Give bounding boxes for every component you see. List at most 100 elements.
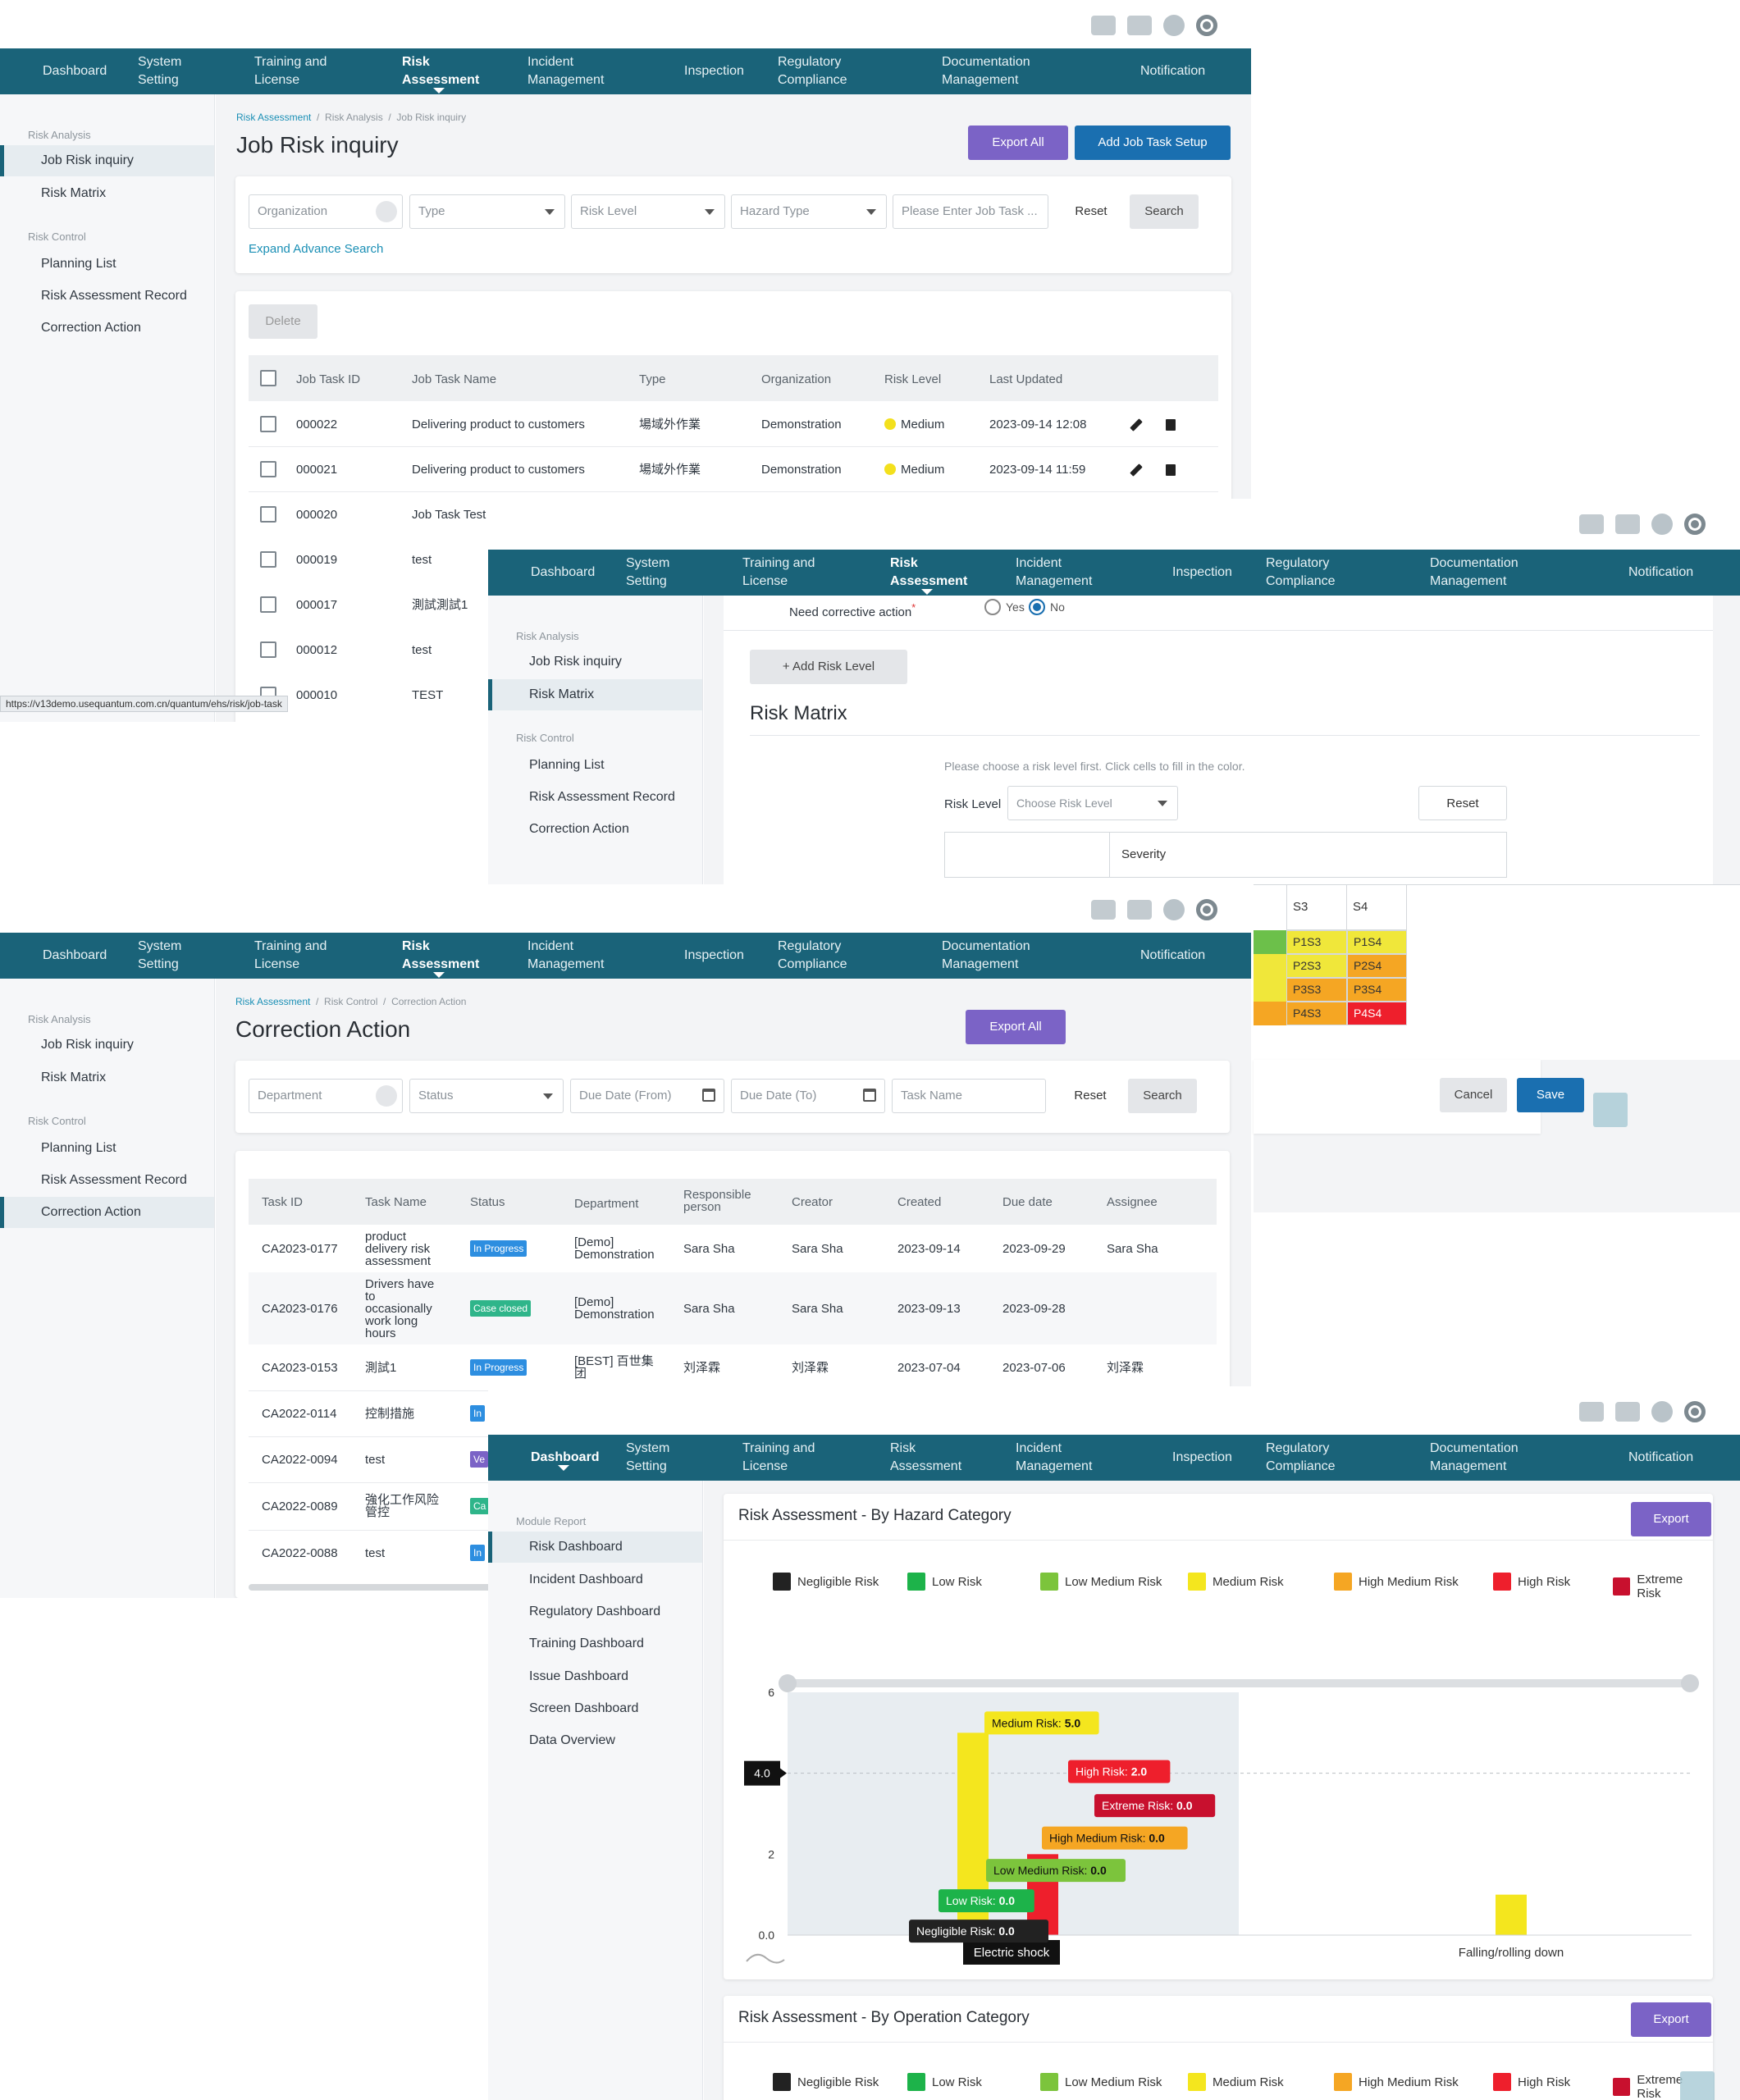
legend-item[interactable]: Medium Risk — [1188, 1573, 1284, 1591]
matrix-cell[interactable]: P4S4 — [1347, 1002, 1407, 1025]
legend-item[interactable]: Low Risk — [907, 1573, 982, 1591]
nav-risk-assessment[interactable]: Risk Assessment — [402, 53, 479, 94]
mail-icon[interactable] — [1127, 16, 1152, 35]
risk-level-select[interactable]: Risk Level — [571, 194, 725, 229]
table-row[interactable]: 000022 Delivering product to customers 場… — [249, 401, 1218, 446]
sidebar-item-job-risk[interactable]: Job Risk inquiry — [0, 145, 214, 176]
export-all-button[interactable]: Export All — [966, 1010, 1066, 1044]
message-icon[interactable] — [1579, 1402, 1604, 1422]
matrix-reset-button[interactable]: Reset — [1418, 786, 1507, 820]
legend-item[interactable]: High Risk — [1493, 2073, 1570, 2091]
scroll-top-button[interactable] — [1593, 1093, 1628, 1127]
job-task-input[interactable]: Please Enter Job Task ... — [893, 194, 1048, 229]
risk-level-select[interactable]: Choose Risk Level — [1007, 786, 1178, 820]
row-checkbox[interactable] — [260, 461, 276, 477]
user-avatar-icon[interactable] — [1684, 514, 1706, 535]
scroll-top-button[interactable] — [1680, 2071, 1715, 2100]
sidebar-item-risk-matrix[interactable]: Risk Matrix — [488, 679, 702, 710]
matrix-cell[interactable]: P1S3 — [1286, 930, 1347, 954]
legend-item[interactable]: High Medium Risk — [1334, 2073, 1459, 2091]
nav-system-setting[interactable]: System Setting — [626, 556, 670, 588]
cancel-button[interactable]: Cancel — [1440, 1078, 1507, 1112]
nav-incident[interactable]: Incident Management — [1016, 556, 1093, 588]
nav-system-setting[interactable]: System Setting — [138, 939, 182, 971]
org-tree-icon[interactable] — [376, 201, 397, 222]
breadcrumb-1[interactable]: Risk Assessment — [235, 996, 311, 1007]
sidebar-item-record[interactable]: Risk Assessment Record — [529, 790, 675, 804]
nav-documentation[interactable]: Documentation Management — [1430, 556, 1519, 588]
sidebar-item-data-overview[interactable]: Data Overview — [529, 1733, 615, 1747]
nav-dashboard[interactable]: Dashboard — [43, 64, 107, 78]
export-all-button[interactable]: Export All — [968, 126, 1068, 160]
table-row[interactable]: 000012 test — [249, 627, 1218, 672]
sidebar-item-risk-matrix[interactable]: Risk Matrix — [41, 1071, 107, 1084]
department-input[interactable]: Department — [249, 1079, 403, 1113]
nav-inspection[interactable]: Inspection — [684, 948, 744, 962]
matrix-cell[interactable] — [1254, 978, 1286, 1002]
legend-item[interactable]: Low Medium Risk — [1040, 1573, 1162, 1591]
nav-system-setting[interactable]: System Setting — [626, 1441, 670, 1473]
matrix-cell[interactable] — [1254, 1002, 1286, 1025]
nav-system-setting[interactable]: System Setting — [138, 55, 182, 87]
matrix-cell[interactable]: P1S4 — [1347, 930, 1407, 954]
legend-item[interactable]: Extreme Risk — [1613, 1573, 1708, 1600]
sidebar-item-planning[interactable]: Planning List — [41, 1141, 116, 1155]
matrix-cell[interactable]: P2S4 — [1347, 954, 1407, 978]
mail-icon[interactable] — [1615, 514, 1640, 534]
add-risk-level-button[interactable]: + Add Risk Level — [750, 650, 907, 684]
edit-icon[interactable] — [1130, 418, 1143, 431]
search-button[interactable]: Search — [1128, 1079, 1197, 1113]
matrix-cell[interactable]: P3S3 — [1286, 978, 1347, 1002]
sidebar-item-planning[interactable]: Planning List — [529, 758, 605, 772]
nav-risk-assessment[interactable]: Risk Assessment — [890, 555, 967, 595]
task-name-input[interactable]: Task Name — [892, 1079, 1046, 1113]
nav-training[interactable]: Training and License — [742, 1441, 815, 1473]
sidebar-item-job-risk[interactable]: Job Risk inquiry — [529, 655, 622, 669]
message-icon[interactable] — [1091, 16, 1116, 35]
sidebar-item-correction[interactable]: Correction Action — [41, 321, 141, 335]
edit-icon[interactable] — [1130, 463, 1143, 477]
reset-button[interactable]: Reset — [1075, 204, 1107, 218]
save-button[interactable]: Save — [1517, 1078, 1584, 1112]
legend-item[interactable]: High Medium Risk — [1334, 1573, 1459, 1591]
sidebar-item-planning[interactable]: Planning List — [41, 257, 116, 271]
nav-documentation[interactable]: Documentation Management — [942, 939, 1030, 971]
status-select[interactable]: Status — [409, 1079, 564, 1113]
message-icon[interactable] — [1091, 900, 1116, 920]
nav-regulatory[interactable]: Regulatory Compliance — [778, 55, 847, 87]
nav-training[interactable]: Training and License — [254, 939, 327, 971]
matrix-cell[interactable]: P4S3 — [1286, 1002, 1347, 1025]
nav-regulatory[interactable]: Regulatory Compliance — [1266, 1441, 1336, 1473]
mail-icon[interactable] — [1615, 1402, 1640, 1422]
nav-inspection[interactable]: Inspection — [684, 64, 744, 78]
export-button[interactable]: Export — [1631, 1502, 1711, 1536]
breadcrumb-1[interactable]: Risk Assessment — [236, 112, 312, 123]
nav-notification[interactable]: Notification — [1140, 948, 1206, 962]
nav-dashboard[interactable]: Dashboard — [531, 565, 596, 579]
legend-item[interactable]: Low Risk — [907, 2073, 982, 2091]
sidebar-item-correction[interactable]: Correction Action — [0, 1197, 214, 1228]
nav-incident[interactable]: Incident Management — [527, 55, 605, 87]
nav-incident[interactable]: Incident Management — [527, 939, 605, 971]
globe-icon[interactable] — [1651, 1401, 1673, 1422]
due-date-from-input[interactable]: Due Date (From) — [570, 1079, 724, 1113]
sidebar-item-risk-matrix[interactable]: Risk Matrix — [41, 186, 107, 200]
table-row[interactable]: CA2023-0177 product delivery risk assess… — [249, 1225, 1217, 1272]
organization-input[interactable]: Organization — [249, 194, 403, 229]
nav-dashboard[interactable]: Dashboard — [531, 1449, 600, 1471]
delete-icon[interactable] — [1166, 419, 1176, 431]
sidebar-item-regulatory-dashboard[interactable]: Regulatory Dashboard — [529, 1605, 661, 1618]
hazard-type-select[interactable]: Hazard Type — [731, 194, 887, 229]
user-avatar-icon[interactable] — [1196, 899, 1217, 920]
legend-item[interactable]: Negligible Risk — [773, 2073, 879, 2091]
nav-documentation[interactable]: Documentation Management — [1430, 1441, 1519, 1473]
expand-advance-search-link[interactable]: Expand Advance Search — [249, 242, 384, 256]
sidebar-item-issue-dashboard[interactable]: Issue Dashboard — [529, 1669, 628, 1683]
select-all-checkbox[interactable] — [260, 370, 276, 386]
table-row[interactable]: 000017 測試測試1 — [249, 582, 1218, 627]
add-job-task-button[interactable]: Add Job Task Setup — [1075, 126, 1231, 160]
nav-notification[interactable]: Notification — [1628, 1450, 1694, 1464]
sidebar-item-incident-dashboard[interactable]: Incident Dashboard — [529, 1573, 643, 1586]
legend-item[interactable]: Medium Risk — [1188, 2073, 1284, 2091]
table-row[interactable]: CA2022-0088 test In — [249, 1530, 1217, 1576]
